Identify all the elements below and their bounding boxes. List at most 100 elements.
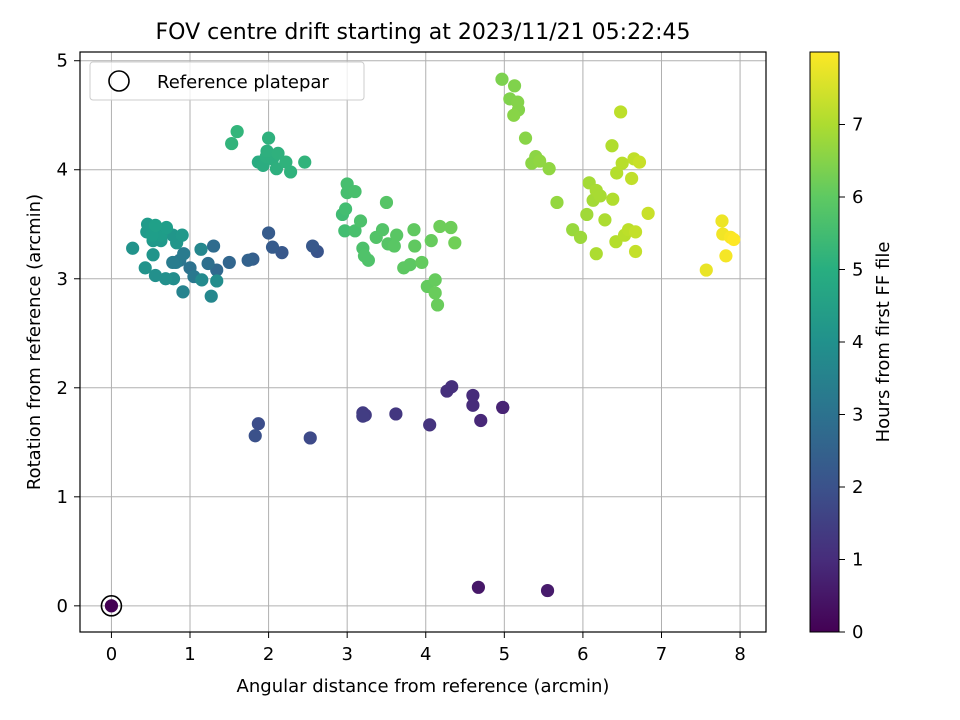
scatter-point: [605, 139, 619, 153]
scatter-point: [148, 218, 163, 232]
scatter-point: [261, 131, 276, 145]
y-tick-label: 3: [57, 269, 68, 290]
scatter-point: [265, 240, 280, 254]
grid-lines: [80, 52, 766, 632]
scatter-point: [507, 79, 522, 93]
scatter-point: [146, 248, 160, 262]
scatter-point: [430, 298, 445, 312]
scatter-point: [542, 162, 556, 176]
scatter-point: [428, 286, 442, 300]
scatter-point: [496, 400, 510, 415]
scatter-point: [573, 230, 588, 244]
colorbar-label: Hours from first FF file: [873, 242, 894, 443]
scatter-point: [580, 207, 594, 222]
scatter-point: [166, 255, 180, 270]
scatter-point: [356, 409, 370, 423]
scatter-point: [606, 192, 620, 206]
scatter-point: [444, 220, 458, 235]
y-axis-label: Rotation from reference (arcmin): [24, 194, 45, 490]
y-axis-ticks: 0 1 2 3 4 5: [57, 51, 80, 617]
chart-title: FOV centre drift starting at 2023/11/21 …: [156, 20, 691, 45]
scatter-point: [474, 413, 488, 428]
colorbar-tick-label: 0: [852, 622, 863, 643]
scatter-point: [159, 272, 173, 286]
scatter-point: [148, 268, 163, 283]
scatter-point: [361, 253, 375, 267]
scatter-point: [719, 249, 733, 263]
scatter-point: [550, 195, 564, 210]
scatter-point: [260, 144, 274, 158]
colorbar-tick-label: 6: [852, 187, 863, 208]
legend-box: [89, 61, 365, 101]
scatter-point: [303, 431, 317, 445]
scatter-point: [625, 171, 639, 186]
reference-marker-icon: [108, 70, 130, 92]
scatter-point: [175, 228, 189, 242]
scatter-point: [628, 244, 643, 259]
scatter-point: [195, 273, 209, 287]
x-tick-label: 3: [341, 644, 352, 665]
scatter-point: [408, 239, 422, 253]
scatter-point: [614, 105, 628, 119]
scatter-point: [471, 580, 485, 594]
scatter-point: [271, 146, 285, 160]
scatter-point: [415, 255, 429, 270]
colorbar-tick-label: 3: [852, 405, 863, 426]
scatter-point: [598, 213, 612, 227]
scatter-point: [715, 214, 729, 228]
scatter-point: [407, 223, 421, 237]
scatter-point: [204, 289, 218, 303]
scatter-point: [428, 273, 442, 287]
scatter-point: [283, 165, 298, 179]
scatter-point: [379, 195, 394, 210]
axes-frame: [79, 51, 767, 633]
scatter-point: [610, 166, 624, 180]
scatter-point: [466, 398, 480, 412]
scatter-point: [279, 155, 293, 169]
colorbar-ticks: 0 1 2 3 4 5 6 7: [839, 115, 863, 643]
scatter-point: [533, 154, 547, 168]
scatter-point: [230, 124, 244, 139]
scatter-point: [194, 242, 208, 256]
y-tick-label: 4: [57, 160, 68, 181]
scatter-point: [440, 384, 454, 398]
x-axis-label: Angular distance from reference (arcmin): [237, 676, 610, 697]
scatter-point: [387, 239, 401, 253]
scatter-point: [210, 274, 224, 288]
scatter-point: [206, 239, 221, 253]
colorbar: 0 1 2 3 4 5 6 7 Hours from first FF file: [809, 51, 894, 643]
colorbar-tick-label: 7: [852, 115, 863, 136]
scatter-point: [348, 184, 362, 199]
colorbar-gradient: [809, 51, 840, 633]
scatter-point: [338, 224, 352, 238]
scatter-point: [390, 228, 404, 242]
scatter-point: [424, 234, 438, 248]
y-tick-label: 1: [57, 487, 68, 508]
scatter-point: [225, 136, 239, 151]
scatter-point: [269, 162, 284, 176]
x-tick-label: 0: [106, 644, 117, 665]
scatter-point: [248, 429, 262, 443]
scatter-point: [251, 417, 265, 431]
y-tick-label: 0: [57, 596, 68, 617]
scatter-point: [375, 223, 390, 237]
scatter-point: [389, 407, 403, 421]
colorbar-tick-label: 2: [852, 477, 863, 498]
scatter-point: [104, 599, 119, 613]
scatter-point: [593, 189, 607, 203]
scatter-point: [495, 72, 509, 86]
scatter-point: [298, 155, 312, 169]
scatter-point: [589, 247, 603, 261]
x-tick-label: 5: [499, 644, 510, 665]
x-tick-label: 7: [656, 644, 667, 665]
x-tick-label: 2: [263, 644, 274, 665]
scatter-point: [628, 225, 643, 239]
colorbar-tick-label: 5: [852, 260, 863, 281]
legend: Reference platepar: [89, 61, 365, 101]
scatter-point: [466, 388, 480, 403]
y-tick-label: 2: [57, 378, 68, 399]
scatter-point: [641, 206, 655, 220]
y-tick-label: 5: [57, 51, 68, 72]
scatter-point: [433, 219, 447, 234]
colorbar-tick-label: 4: [852, 332, 863, 353]
